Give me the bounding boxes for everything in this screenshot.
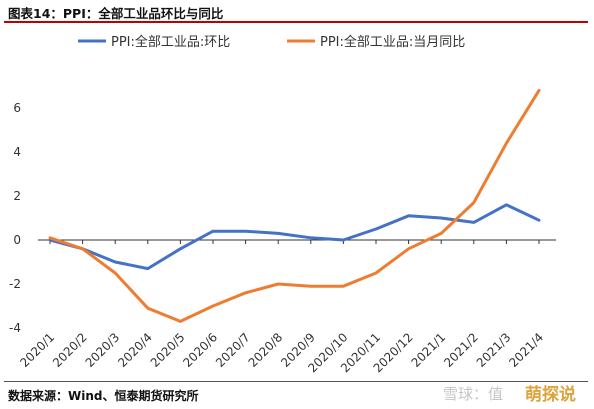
x-tick-label: 2021/2 <box>441 330 481 370</box>
x-tick-label: 2020/7 <box>213 330 253 370</box>
legend: PPI:全部工业品:环比 PPI:全部工业品:当月同比 <box>78 34 465 50</box>
watermark-brand: 萌探说 <box>525 385 576 405</box>
y-tick-label: 2 <box>13 189 21 203</box>
x-tick-label: 2020/8 <box>246 330 286 370</box>
x-tick-label: 2021/1 <box>409 330 449 370</box>
x-tick-label: 2020/1 <box>17 330 57 370</box>
y-tick-label: -4 <box>9 321 21 335</box>
x-tick-label: 2020/5 <box>148 330 188 370</box>
x-tick-label: 2020/3 <box>83 330 123 370</box>
footer-divider <box>4 381 588 382</box>
y-tick-label: 4 <box>13 145 21 159</box>
x-tick-label: 2020/2 <box>50 330 90 370</box>
watermark-text: 雪球：值 <box>443 385 504 403</box>
x-tick-label: 2021/3 <box>474 330 514 370</box>
axes-group: -4-202462020/12020/22020/32020/42020/520… <box>9 101 556 375</box>
legend-label: PPI:全部工业品:当月同比 <box>320 34 465 50</box>
title-divider <box>4 21 588 23</box>
legend-label: PPI:全部工业品:环比 <box>111 34 230 50</box>
series-line-1 <box>48 203 541 271</box>
series-layer <box>48 88 541 323</box>
y-tick-label: 0 <box>13 233 21 247</box>
chart-title: 图表14：PPI：全部工业品环比与同比 <box>8 6 224 21</box>
x-tick-label: 2020/6 <box>180 330 220 370</box>
data-source-note: 数据来源：Wind、恒泰期货研究所 <box>8 389 199 403</box>
y-tick-label: 6 <box>13 101 21 115</box>
series-line-2 <box>48 88 541 323</box>
x-tick-label: 2020/4 <box>115 330 155 370</box>
x-tick-label: 2021/4 <box>506 330 546 370</box>
y-tick-label: -2 <box>9 277 21 291</box>
